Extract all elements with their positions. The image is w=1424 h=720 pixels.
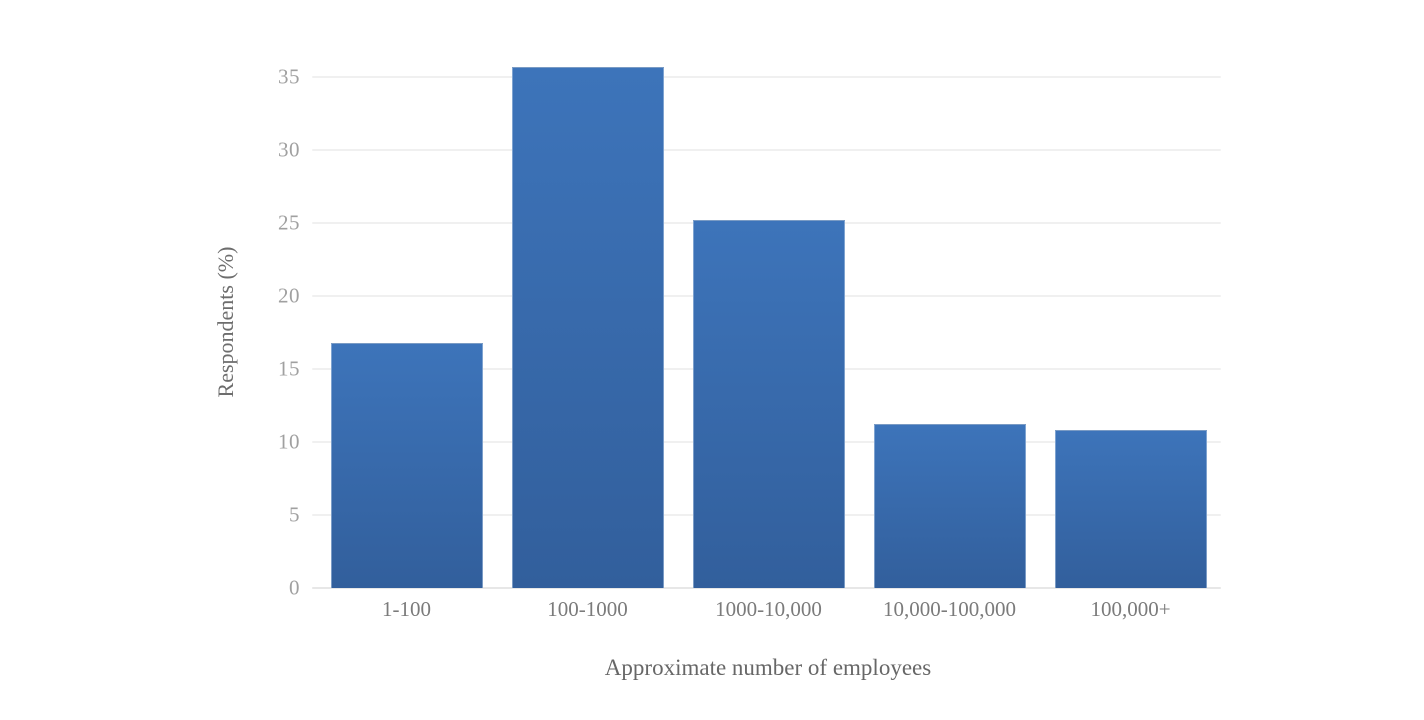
x-category-label-1000-10-000: 1000-10,000 <box>715 597 822 621</box>
bar-1000-10-000 <box>692 220 845 588</box>
x-category-label-1-100: 1-100 <box>382 597 431 621</box>
bar-100-000+ <box>1054 430 1207 588</box>
x-category-label-10-000-100-000: 10,000-100,000 <box>883 597 1016 621</box>
x-category-label-100-000+: 100,000+ <box>1090 597 1171 621</box>
y-tick-label-5: 5 <box>289 502 300 527</box>
y-tick-label-0: 0 <box>289 575 300 600</box>
gridline-0 <box>312 587 1221 589</box>
y-tick-label-15: 15 <box>278 356 300 381</box>
y-tick-label-10: 10 <box>278 429 300 454</box>
y-tick-label-20: 20 <box>278 283 300 308</box>
bar-10-000-100-000 <box>873 424 1026 588</box>
gridline-30 <box>312 148 1221 151</box>
x-axis-title: Approximate number of employees <box>604 655 932 680</box>
plot-area <box>312 55 1221 589</box>
gridline-35 <box>312 75 1221 78</box>
y-tick-label-30: 30 <box>278 137 300 162</box>
bar-100-1000 <box>511 66 664 588</box>
y-tick-label-25: 25 <box>278 210 300 235</box>
bar-1-100 <box>330 342 483 588</box>
x-category-label-100-1000: 100-1000 <box>547 597 628 621</box>
y-tick-label-35: 35 <box>278 64 300 89</box>
